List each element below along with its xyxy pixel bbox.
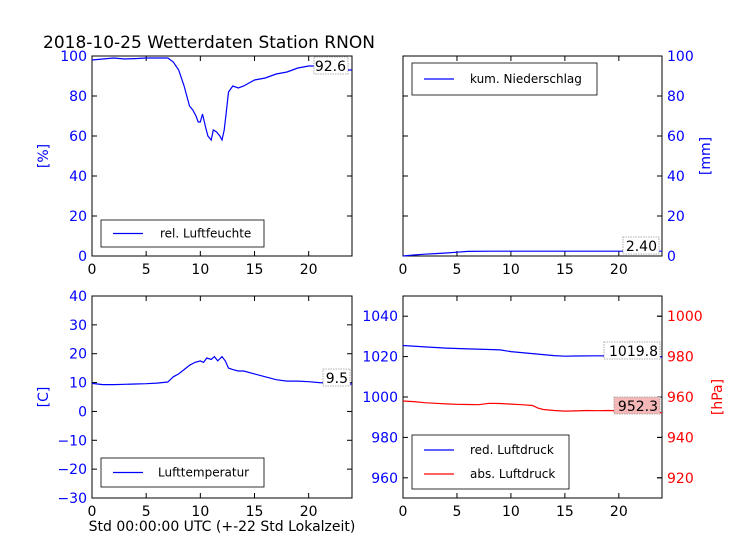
x-tick-label: 10 [191, 504, 209, 520]
y-tick-label: −30 [57, 491, 87, 507]
legend-label: red. Luftdruck [470, 443, 554, 457]
y-tick-label: −20 [57, 462, 87, 478]
panel-humidity: 0 5 10 15 20 0 20 40 60 80 100 [%] 92.6 rel. Luftfeuc… [36, 49, 353, 278]
x-tick-label: 20 [300, 504, 318, 520]
x-tick-label: 0 [399, 262, 408, 278]
latest-value-label: 1019.8 [609, 344, 658, 360]
latest-value-label: 952.3 [618, 399, 658, 415]
x-tick-label: 15 [246, 262, 264, 278]
series-line-lufttemperatur [91, 355, 353, 386]
y-tick-label: 1020 [362, 350, 398, 366]
y-tick-label: 60 [69, 129, 87, 145]
y-axis-label: [C] [36, 387, 52, 408]
legend-label: Lufttemperatur [158, 466, 249, 480]
x-tick-label: 10 [502, 504, 520, 520]
y-tick-label: 20 [69, 209, 87, 225]
x-tick-label: 5 [452, 262, 461, 278]
y-tick-label: 40 [69, 289, 87, 305]
y-tick-label: 20 [667, 209, 685, 225]
y2-tick-label: 980 [667, 350, 694, 366]
y-tick-label: 1000 [362, 390, 398, 406]
y-tick-label: 1040 [362, 309, 398, 325]
legend-box [411, 434, 570, 490]
x-tick-label: 15 [246, 504, 264, 520]
x-tick-label: 10 [502, 262, 520, 278]
panel-precipitation: 0 5 10 15 20 0 20 40 60 80 100 [mm] 2.40 kum. Nieders… [399, 49, 714, 278]
x-tick-label: 10 [191, 262, 209, 278]
x-tick-label: 0 [88, 262, 97, 278]
y-tick-label: 960 [371, 471, 398, 487]
series-line-rel-luftfeuchte [91, 57, 352, 142]
figure-x-axis-label: Std 00:00:00 UTC (+-22 Std Lokalzeit) [89, 519, 356, 535]
legend-label: kum. Niederschlag [470, 72, 582, 86]
x-tick-label: 15 [556, 504, 574, 520]
value-box [622, 236, 660, 255]
x-tick-label: 0 [399, 504, 408, 520]
panel-temperature: 0 5 10 15 20 −30 −20 −10 0 10 20 30 40 [C] 9.5 Lufttemp… [36, 289, 353, 520]
y-tick-label: 10 [69, 376, 87, 392]
y2-axis-label: [hPa] [710, 379, 726, 415]
x-tick-label: 20 [610, 504, 628, 520]
y-tick-label: 0 [667, 249, 676, 265]
y-tick-label: 60 [667, 129, 685, 145]
panel-pressure: 0 5 10 15 20 960 980 1000 1020 1040 920 940 960 980 10… [362, 295, 726, 520]
x-tick-label: 0 [88, 504, 97, 520]
x-tick-label: 20 [300, 262, 318, 278]
legend-label: abs. Luftdruck [470, 467, 555, 481]
series-line-kum-niederschlag [402, 250, 662, 257]
legend-label: rel. Luftfeuchte [160, 227, 251, 241]
y2-tick-label: 940 [667, 430, 694, 446]
latest-value-label: 9.5 [326, 371, 348, 387]
y-tick-label: 20 [69, 347, 87, 363]
y-tick-label: 980 [371, 430, 398, 446]
x-tick-label: 5 [142, 504, 151, 520]
y-tick-label: 40 [69, 169, 87, 185]
y-tick-label: 100 [667, 49, 694, 65]
value-box [313, 56, 349, 75]
value-box [603, 341, 661, 360]
latest-value-label: 92.6 [315, 59, 346, 75]
value-box [613, 396, 661, 415]
y-tick-label: −10 [57, 433, 87, 449]
value-box [322, 368, 351, 387]
y-axis-label: [%] [36, 144, 52, 168]
y-tick-label: 0 [78, 404, 87, 420]
y-tick-label: 100 [60, 49, 87, 65]
x-tick-label: 15 [556, 262, 574, 278]
y2-tick-label: 960 [667, 390, 694, 406]
y2-tick-label: 1000 [667, 309, 703, 325]
y-tick-label: 30 [69, 318, 87, 334]
x-tick-label: 5 [142, 262, 151, 278]
latest-value-label: 2.40 [626, 239, 657, 255]
x-tick-label: 20 [610, 262, 628, 278]
x-tick-label: 5 [452, 504, 461, 520]
y-tick-label: 80 [667, 89, 685, 105]
y-tick-label: 0 [78, 249, 87, 265]
figure-title: 2018-10-25 Wetterdaten Station RNON [43, 33, 375, 53]
y2-tick-label: 920 [667, 471, 694, 487]
y-tick-label: 40 [667, 169, 685, 185]
y-tick-label: 80 [69, 89, 87, 105]
y-axis-label: [mm] [698, 137, 714, 175]
